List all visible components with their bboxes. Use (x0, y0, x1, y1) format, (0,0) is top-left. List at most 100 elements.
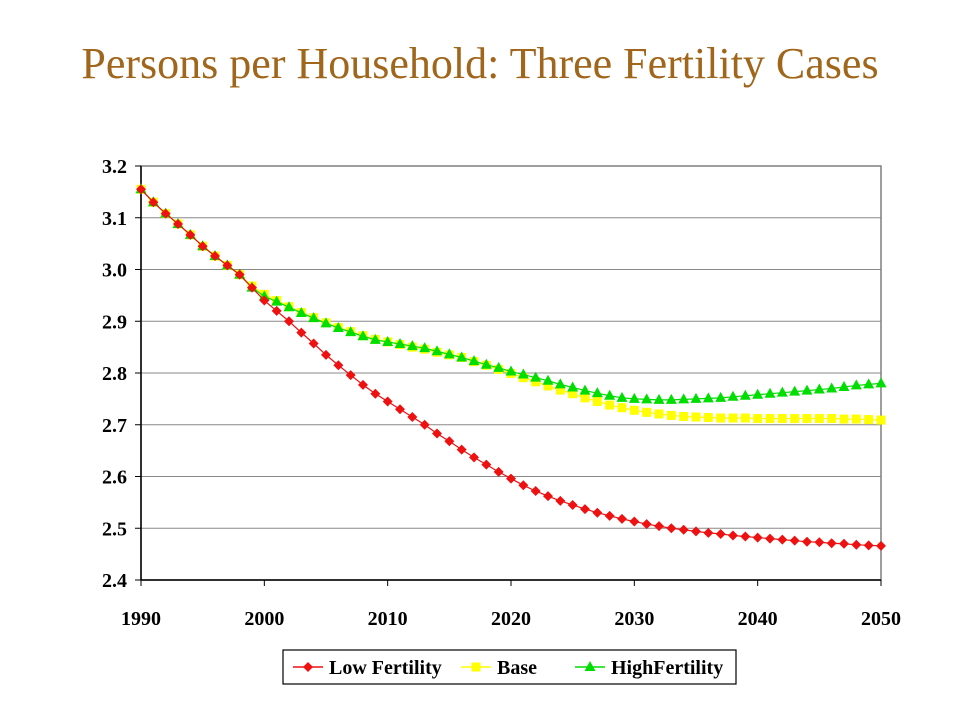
data-point (419, 419, 430, 430)
x-tick-label: 2020 (491, 608, 531, 630)
data-point (407, 411, 418, 422)
data-point (838, 380, 850, 391)
data-point (616, 391, 628, 402)
data-point (469, 452, 479, 463)
data-point (728, 413, 738, 423)
data-point (617, 403, 627, 413)
data-point (592, 396, 602, 406)
data-point (567, 381, 579, 392)
data-point (826, 538, 837, 549)
data-point (554, 378, 566, 389)
data-point (715, 528, 726, 539)
data-point (703, 527, 714, 538)
data-point (543, 381, 553, 391)
data-point (654, 409, 664, 419)
data-point (604, 389, 616, 400)
data-point (628, 392, 640, 403)
data-point (605, 400, 615, 410)
data-point (345, 326, 357, 337)
data-point (283, 301, 295, 312)
data-point (468, 355, 480, 366)
data-point (555, 385, 565, 395)
data-point (234, 269, 245, 280)
data-point (654, 521, 664, 532)
data-point (753, 414, 763, 424)
data-point (555, 495, 566, 506)
data-point (493, 361, 505, 372)
data-point (728, 530, 738, 541)
data-point (444, 436, 455, 447)
series-layer (135, 183, 887, 551)
data-point (370, 388, 381, 399)
data-point (567, 499, 578, 510)
data-point (666, 410, 676, 420)
series-base (136, 184, 886, 425)
data-point (813, 383, 825, 394)
data-point (443, 348, 455, 359)
data-point (345, 370, 356, 381)
data-point (789, 535, 800, 546)
data-point (136, 184, 146, 195)
data-point (148, 197, 159, 208)
y-tick-label: 3.0 (102, 260, 127, 282)
data-point (678, 524, 689, 535)
data-point (505, 365, 517, 376)
legend-marker (584, 661, 596, 671)
data-point (864, 415, 874, 425)
legend-label: HighFertility (611, 657, 723, 679)
y-tick-label: 3.2 (102, 156, 127, 178)
series-low-fertility (136, 184, 886, 551)
data-point (827, 414, 837, 424)
data-point (173, 218, 183, 229)
data-point (580, 393, 590, 403)
data-point (814, 414, 824, 424)
data-point (666, 523, 677, 534)
data-point (617, 513, 627, 524)
data-point (210, 251, 220, 262)
data-point (543, 491, 553, 502)
data-point (185, 229, 196, 240)
y-tick-label: 2.6 (102, 467, 127, 489)
y-tick-label: 2.4 (102, 570, 127, 592)
data-point (333, 360, 344, 371)
data-point (431, 345, 443, 356)
data-point (531, 377, 541, 387)
data-point (851, 539, 862, 550)
data-point (653, 393, 665, 404)
data-point (777, 414, 787, 424)
data-point (530, 371, 542, 382)
data-point (839, 414, 849, 424)
series-line (140, 188, 882, 421)
data-point (875, 377, 887, 388)
data-point (222, 260, 233, 271)
x-tick-label: 2010 (368, 608, 408, 630)
x-tick-label: 1990 (121, 608, 161, 630)
data-point (456, 351, 468, 362)
data-point (801, 384, 813, 395)
data-point (160, 208, 171, 219)
data-point (716, 413, 726, 423)
x-tick-label: 2000 (244, 608, 284, 630)
legend-marker (303, 662, 313, 672)
legend-marker (471, 662, 481, 672)
legend-box (282, 649, 737, 685)
y-tick-label: 2.8 (102, 363, 127, 385)
data-point (826, 382, 838, 393)
data-point (839, 538, 849, 549)
y-tick-label: 2.9 (102, 311, 127, 333)
legend-label: Base (497, 657, 537, 679)
data-point (764, 387, 776, 398)
data-point (851, 414, 861, 424)
data-point (456, 444, 467, 455)
data-point (739, 389, 751, 400)
data-point (321, 349, 331, 360)
data-point (419, 342, 431, 353)
data-point (642, 407, 652, 417)
data-point (518, 480, 529, 491)
data-point (691, 526, 701, 537)
data-point (592, 507, 603, 518)
data-point (679, 411, 689, 421)
data-point (665, 393, 677, 404)
data-point (394, 338, 406, 349)
